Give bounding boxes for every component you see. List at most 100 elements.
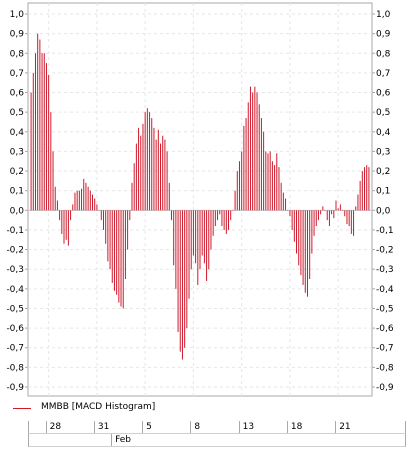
histogram-bar	[116, 210, 118, 295]
histogram-bar	[155, 139, 157, 211]
histogram-bar	[254, 86, 256, 211]
histogram-bar	[256, 92, 258, 211]
histogram-bar	[337, 208, 339, 211]
histogram-bar	[355, 206, 357, 211]
histogram-bar	[61, 210, 63, 234]
histogram-bar	[162, 135, 164, 211]
histogram-bar	[111, 210, 113, 283]
histogram-bar	[175, 210, 177, 289]
histogram-bar	[34, 53, 36, 211]
date-separator	[190, 421, 192, 433]
histogram-bar	[317, 210, 319, 221]
histogram-bar	[74, 192, 76, 211]
day-row: 28 31 5 8 13 18 21	[28, 421, 406, 433]
histogram-bar	[361, 171, 363, 211]
histogram-bar	[344, 210, 346, 217]
histogram-bar	[298, 210, 300, 266]
histogram-bar	[203, 210, 205, 264]
histogram-bar	[94, 198, 96, 211]
y-tick-label-left: 0,8	[10, 49, 25, 59]
histogram-bar	[164, 139, 166, 211]
histogram-bar	[333, 210, 335, 219]
histogram-bar	[357, 194, 359, 211]
histogram-bar	[243, 125, 245, 211]
y-tick-label-left: -0,5	[6, 304, 24, 314]
date-separator	[335, 421, 337, 433]
histogram-bar	[313, 210, 315, 236]
y-tick-label-right: -0,8	[376, 363, 394, 373]
histogram-bar	[364, 167, 366, 211]
histogram-bar	[212, 210, 214, 236]
histogram-bar	[335, 200, 337, 211]
histogram-bar	[140, 135, 142, 211]
histogram-bar	[59, 210, 61, 221]
histogram-bar	[228, 210, 230, 230]
y-tick-label-left: 0,4	[10, 128, 25, 138]
histogram-bar	[276, 153, 278, 211]
date-tick-label: 13	[242, 422, 255, 432]
histogram-bar	[278, 167, 280, 211]
histogram-bar	[304, 210, 306, 293]
macd-histogram-chart: 1,0 1,0 0,9 0,9 0,8 0,8 0,7 0,7 0,6 0,6 0,5 0,5 0,4 0…	[6, 2, 394, 397]
y-tick-label-left: 0,2	[10, 167, 24, 177]
histogram-bar	[142, 123, 144, 211]
legend-swatch	[13, 408, 31, 409]
y-tick-label-right: 0,7	[376, 69, 390, 79]
y-tick-label-left: 0,3	[10, 147, 24, 157]
histogram-bar	[37, 33, 39, 211]
histogram-bar	[122, 210, 124, 309]
histogram-bar	[85, 182, 87, 211]
histogram-bar	[81, 188, 83, 211]
histogram-bar	[52, 151, 54, 211]
y-tick-label-right: -0,6	[376, 324, 394, 334]
date-separator	[286, 421, 288, 433]
histogram-bar	[274, 165, 276, 211]
histogram-bar	[306, 210, 308, 297]
histogram-bar	[210, 210, 212, 250]
y-tick-label-left: 1,0	[10, 10, 25, 20]
histogram-bar	[177, 210, 179, 333]
date-separator	[142, 421, 144, 433]
date-tick-label: 28	[49, 422, 62, 432]
histogram-bar	[269, 151, 271, 211]
histogram-bar	[89, 190, 91, 211]
histogram-bar	[129, 210, 131, 221]
histogram-bar	[245, 118, 247, 211]
histogram-bar	[48, 74, 50, 211]
histogram-bar	[197, 210, 199, 285]
histogram-bar	[113, 210, 115, 291]
y-tick-label-right: 0,5	[376, 108, 390, 118]
histogram-bar	[56, 200, 58, 211]
histogram-bar	[348, 210, 350, 227]
histogram-bar	[45, 63, 47, 211]
histogram-bar	[160, 143, 162, 211]
histogram-bar	[76, 190, 78, 211]
histogram-bar	[199, 210, 201, 270]
y-tick-label-right: -0,2	[376, 246, 394, 256]
histogram-bar	[98, 210, 100, 211]
histogram-bar	[87, 186, 89, 211]
histogram-bar	[206, 210, 208, 281]
histogram-bar	[326, 210, 328, 221]
histogram-bar	[322, 206, 324, 211]
histogram-bar	[135, 143, 137, 211]
histogram-bar	[43, 53, 45, 211]
histogram-bar	[30, 92, 32, 211]
y-tick-label-right: -0,5	[376, 304, 394, 314]
histogram-bar	[179, 210, 181, 352]
histogram-bar	[120, 210, 122, 307]
histogram-bar	[260, 118, 262, 211]
y-tick-label-right: 0,8	[376, 49, 391, 59]
histogram-bar	[72, 204, 74, 211]
histogram-bar	[157, 129, 159, 211]
histogram-bar	[247, 102, 249, 211]
y-tick-label-right: 0,2	[376, 167, 390, 177]
y-tick-label-left: -0,8	[6, 363, 24, 373]
histogram-bar	[83, 178, 85, 211]
histogram-bar	[258, 104, 260, 211]
histogram-bar	[133, 163, 135, 211]
histogram-bar	[153, 127, 155, 211]
histogram-bar	[100, 210, 102, 221]
histogram-bar	[311, 210, 313, 254]
histogram-bar	[65, 210, 67, 240]
